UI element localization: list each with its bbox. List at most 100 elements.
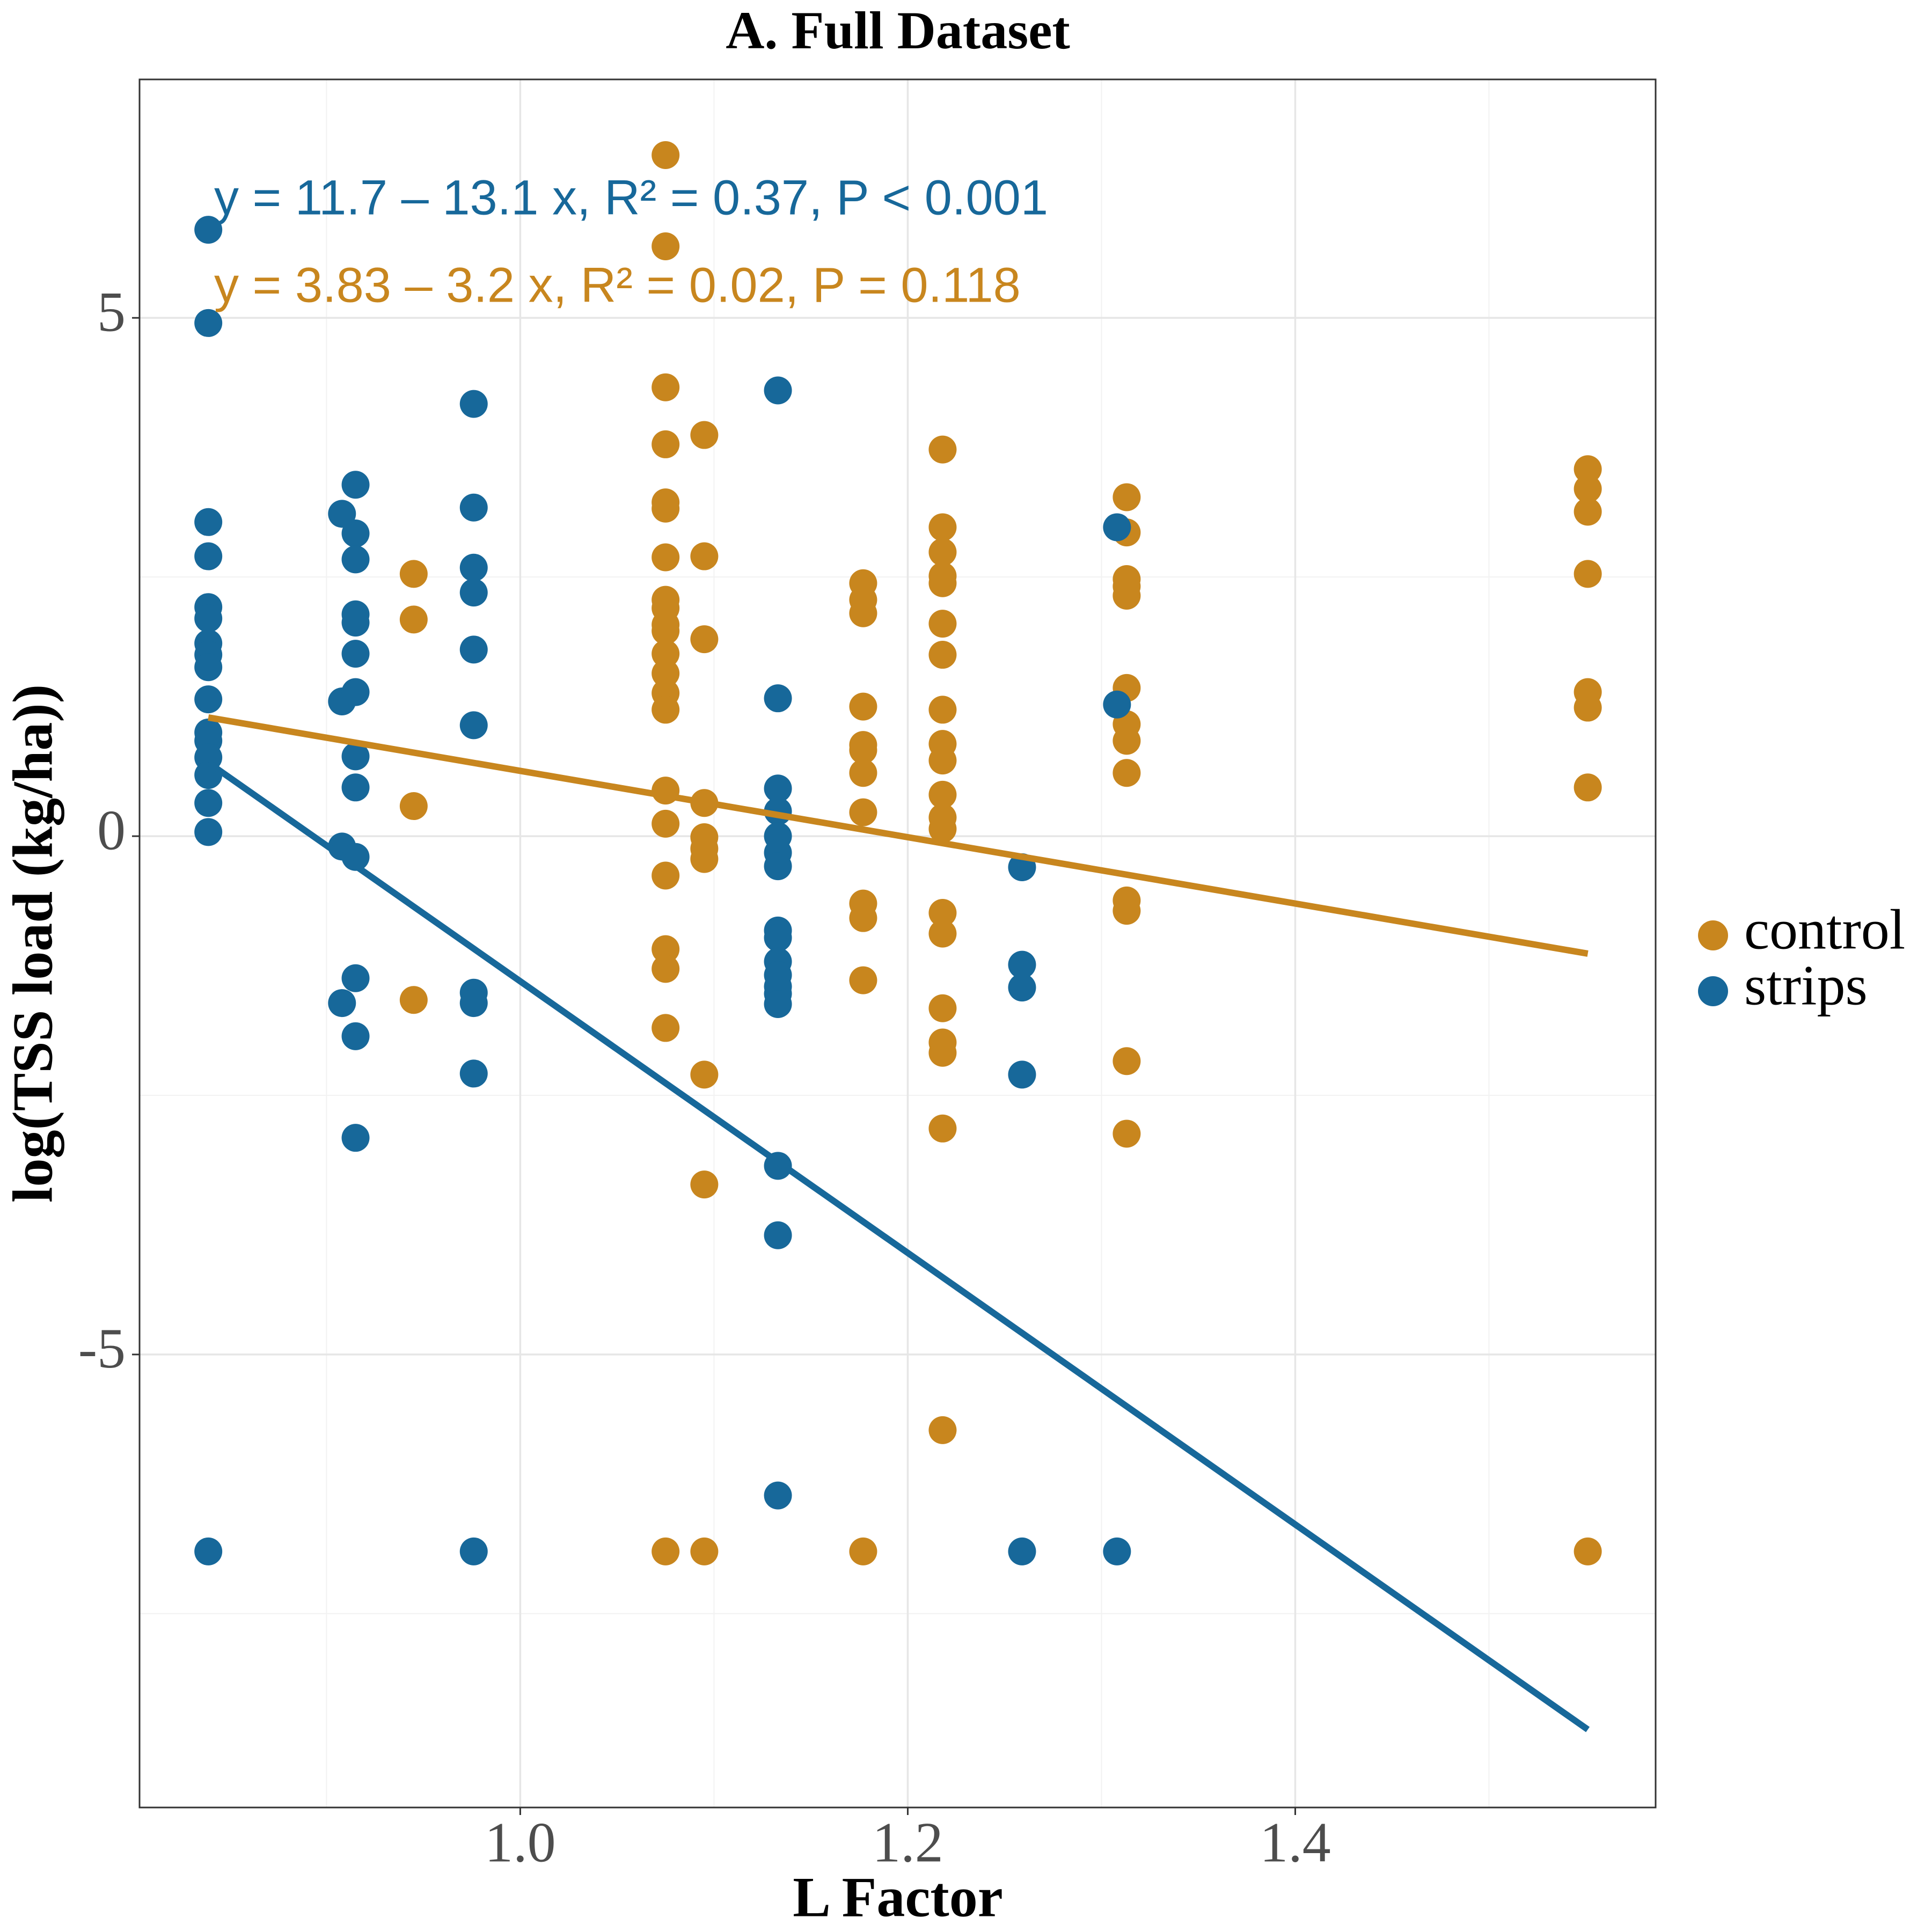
data-point xyxy=(1574,693,1602,722)
data-point xyxy=(928,696,957,724)
data-point xyxy=(652,373,680,401)
grid xyxy=(140,79,1656,1807)
data-point xyxy=(849,1537,877,1565)
data-point xyxy=(764,774,792,803)
data-point xyxy=(849,599,877,627)
data-point xyxy=(928,747,957,775)
data-point xyxy=(928,641,957,669)
data-point xyxy=(928,435,957,464)
data-point xyxy=(1113,1119,1141,1148)
data-point xyxy=(194,508,223,536)
data-point xyxy=(399,605,428,634)
panel-border xyxy=(138,78,1657,1809)
data-point xyxy=(194,216,223,244)
data-point xyxy=(341,640,370,668)
data-point xyxy=(928,1038,957,1067)
data-point xyxy=(849,736,877,764)
data-point xyxy=(1574,560,1602,588)
data-point xyxy=(1574,455,1602,484)
legend-label: strips xyxy=(1744,954,1868,1016)
data-point xyxy=(928,538,957,566)
data-point xyxy=(928,1114,957,1143)
data-point xyxy=(690,1537,719,1565)
data-point xyxy=(459,390,488,418)
data-point xyxy=(928,919,957,948)
data-point xyxy=(341,545,370,574)
data-point xyxy=(928,513,957,541)
data-point xyxy=(849,798,877,826)
data-point xyxy=(764,684,792,713)
data-point xyxy=(194,542,223,570)
data-point xyxy=(1103,1537,1131,1565)
data-point xyxy=(690,1170,719,1199)
data-point xyxy=(652,543,680,572)
data-point xyxy=(459,493,488,522)
data-point xyxy=(849,904,877,932)
data-point xyxy=(690,421,719,449)
fit-line xyxy=(208,714,1589,957)
data-point xyxy=(690,1060,719,1089)
data-point xyxy=(849,759,877,787)
data-point xyxy=(459,711,488,740)
data-point xyxy=(341,964,370,992)
data-point xyxy=(652,955,680,983)
data-point xyxy=(341,742,370,771)
data-point xyxy=(194,653,223,682)
x-tick-label: 1.4 xyxy=(1260,1811,1331,1874)
y-tick-label: -5 xyxy=(78,1317,126,1380)
data-point xyxy=(690,625,719,654)
data-point xyxy=(341,678,370,706)
data-point xyxy=(652,617,680,645)
data-point xyxy=(1008,950,1036,979)
data-point xyxy=(928,815,957,843)
data-point xyxy=(652,935,680,963)
data-point xyxy=(459,1537,488,1565)
data-point xyxy=(194,604,223,633)
fit-line xyxy=(206,760,1590,1732)
data-point xyxy=(194,1537,223,1565)
legend-marker xyxy=(1698,976,1728,1006)
data-point xyxy=(764,376,792,405)
data-point xyxy=(652,696,680,724)
data-point xyxy=(652,640,680,668)
data-point xyxy=(1113,1047,1141,1075)
data-point xyxy=(399,792,428,821)
data-point xyxy=(341,1022,370,1050)
data-point xyxy=(328,500,356,528)
data-point xyxy=(1103,690,1131,719)
data-point xyxy=(764,924,792,952)
data-point xyxy=(1574,497,1602,526)
data-point xyxy=(459,635,488,664)
data-point xyxy=(928,1416,957,1444)
data-point xyxy=(1574,474,1602,503)
legend-label: control xyxy=(1744,898,1905,961)
data-point xyxy=(459,553,488,582)
data-point xyxy=(341,773,370,802)
data-point xyxy=(652,494,680,523)
data-point xyxy=(1103,513,1131,541)
regression-annotation: y = 3.83 – 3.2 x, R² = 0.02, P = 0.118 xyxy=(214,258,1021,312)
data-point xyxy=(194,789,223,817)
marks xyxy=(194,141,1602,1732)
data-point xyxy=(1574,1537,1602,1565)
data-point xyxy=(341,1124,370,1152)
data-point xyxy=(1574,773,1602,802)
data-point xyxy=(459,1059,488,1088)
y-tick-label: 5 xyxy=(97,281,126,343)
data-point xyxy=(652,861,680,890)
data-point xyxy=(1113,483,1141,511)
data-point xyxy=(764,990,792,1018)
data-point xyxy=(399,986,428,1014)
legend-marker xyxy=(1698,920,1728,950)
data-point xyxy=(928,994,957,1022)
data-point xyxy=(459,989,488,1018)
regression-annotation: y = 11.7 – 13.1 x, R² = 0.37, P < 0.001 xyxy=(214,170,1048,225)
data-point xyxy=(399,560,428,588)
data-point xyxy=(459,579,488,607)
data-point xyxy=(928,780,957,809)
y-tick-label: 0 xyxy=(97,799,126,861)
data-point xyxy=(194,685,223,714)
x-tick-label: 1.2 xyxy=(872,1811,943,1874)
